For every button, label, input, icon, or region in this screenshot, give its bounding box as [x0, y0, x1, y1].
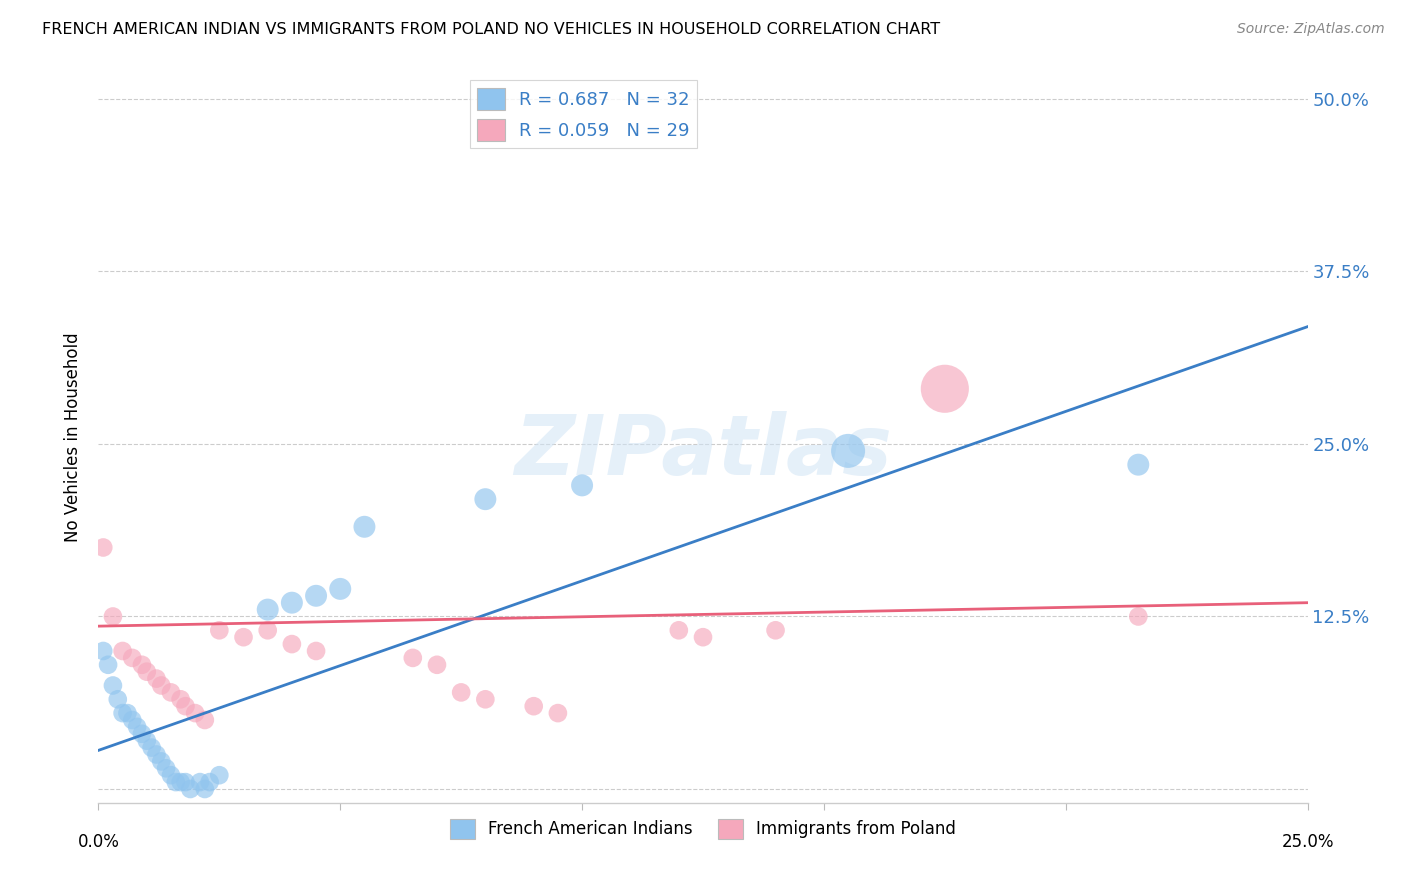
Point [426, 657, 449, 672]
Point [145, 672, 167, 686]
Point [765, 624, 787, 638]
Point [111, 706, 134, 720]
Legend: French American Indians, Immigrants from Poland: French American Indians, Immigrants from… [443, 812, 963, 846]
Point [135, 665, 157, 679]
Point [101, 678, 124, 692]
Point [232, 630, 254, 644]
Point [184, 706, 207, 720]
Point [194, 782, 217, 797]
Point [101, 609, 124, 624]
Point [188, 775, 211, 789]
Point [91, 644, 114, 658]
Text: FRENCH AMERICAN INDIAN VS IMMIGRANTS FROM POLAND NO VEHICLES IN HOUSEHOLD CORREL: FRENCH AMERICAN INDIAN VS IMMIGRANTS FRO… [42, 22, 941, 37]
Point [169, 692, 191, 706]
Point [305, 589, 328, 603]
Point [141, 740, 163, 755]
Point [145, 747, 167, 762]
Point [150, 678, 173, 692]
Point [97, 657, 120, 672]
Point [281, 596, 304, 610]
Point [165, 775, 187, 789]
Point [523, 699, 546, 714]
Text: Source: ZipAtlas.com: Source: ZipAtlas.com [1237, 22, 1385, 37]
Point [121, 713, 143, 727]
Point [305, 644, 328, 658]
Point [450, 685, 472, 699]
Point [402, 651, 425, 665]
Point [174, 699, 197, 714]
Point [571, 478, 593, 492]
Point [131, 727, 153, 741]
Text: ZIPatlas: ZIPatlas [515, 411, 891, 492]
Point [135, 733, 157, 747]
Point [111, 644, 134, 658]
Point [474, 492, 496, 507]
Point [256, 602, 278, 616]
Point [160, 685, 183, 699]
Point [160, 768, 183, 782]
Point [155, 761, 177, 775]
Point [198, 775, 221, 789]
Point [1128, 458, 1150, 472]
Point [121, 651, 143, 665]
Point [474, 692, 496, 706]
Point [208, 768, 231, 782]
Point [329, 582, 352, 596]
Point [194, 713, 217, 727]
Point [169, 775, 191, 789]
Point [547, 706, 569, 720]
Point [256, 624, 278, 638]
Y-axis label: No Vehicles in Household: No Vehicles in Household [65, 332, 83, 542]
Point [131, 657, 153, 672]
Point [208, 624, 231, 638]
Point [934, 382, 956, 396]
Point [127, 720, 149, 734]
Point [179, 782, 201, 797]
Point [281, 637, 304, 651]
Point [107, 692, 129, 706]
Point [353, 520, 375, 534]
Point [91, 541, 114, 555]
Point [668, 624, 690, 638]
Point [150, 755, 173, 769]
Point [837, 443, 859, 458]
Point [692, 630, 714, 644]
Point [117, 706, 139, 720]
Text: 25.0%: 25.0% [1281, 833, 1334, 851]
Point [1128, 609, 1150, 624]
Point [174, 775, 197, 789]
Text: 0.0%: 0.0% [77, 833, 120, 851]
